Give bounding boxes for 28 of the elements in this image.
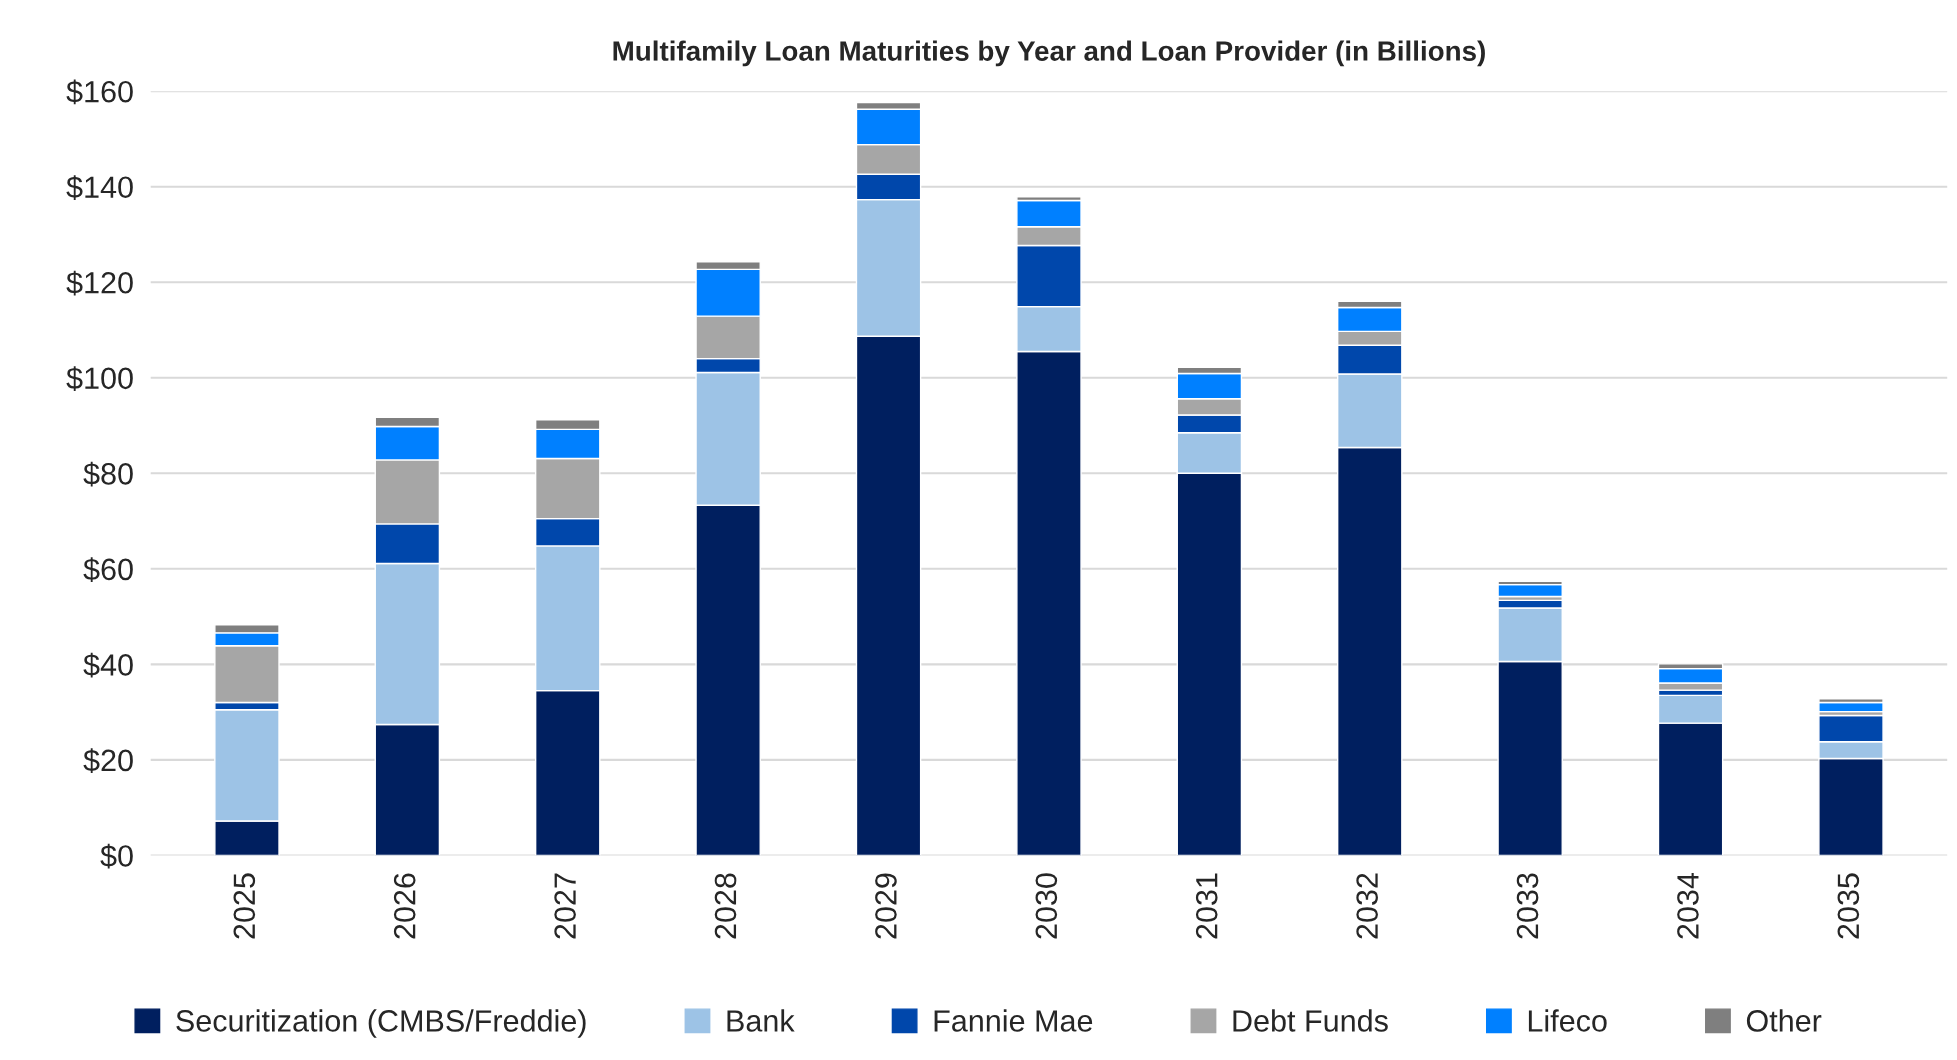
bar [1497, 583, 1563, 598]
x-tick-label: 2029 [875, 873, 897, 939]
y-tick-label: $80 [83, 461, 133, 487]
y-tick-label: $20 [83, 748, 133, 774]
x-tick-label: 2031 [1195, 873, 1218, 939]
y-tick-label: $40 [83, 652, 133, 678]
x-tick-label: 2030 [1035, 873, 1058, 939]
x-tick-label: 2033 [1516, 873, 1539, 939]
x-tick-label: 2026 [393, 873, 416, 939]
y-tick-label: $100 [66, 366, 133, 391]
y-tick-label: $160 [66, 79, 133, 105]
x-tick-label: 2034 [1677, 872, 1699, 939]
x-tick-label: 2025 [233, 873, 256, 939]
y-tick-label: $140 [66, 175, 133, 200]
y-tick-label: $60 [83, 557, 133, 583]
legend-label: Fannie Mae [934, 1009, 1093, 1032]
legend-label: Lifeco [1528, 1009, 1607, 1032]
legend-label: Securitization (CMBS/Freddie) [176, 1009, 586, 1038]
x-tick-label: 2027 [554, 873, 576, 939]
y-tick-label: $120 [66, 270, 133, 296]
y-tick-label: $0 [100, 843, 133, 869]
x-tick-label: 2032 [1356, 873, 1378, 939]
x-tick-label: 2028 [714, 873, 737, 939]
legend-label: Bank [727, 1009, 795, 1032]
legend-label: Debt Funds [1233, 1009, 1388, 1032]
chart-title: Multifamily Loan Maturities by Year and Loan Provider (in Billions) [613, 40, 1485, 67]
x-tick-label: 2035 [1837, 873, 1860, 939]
legend-label: Other [1746, 1009, 1822, 1032]
